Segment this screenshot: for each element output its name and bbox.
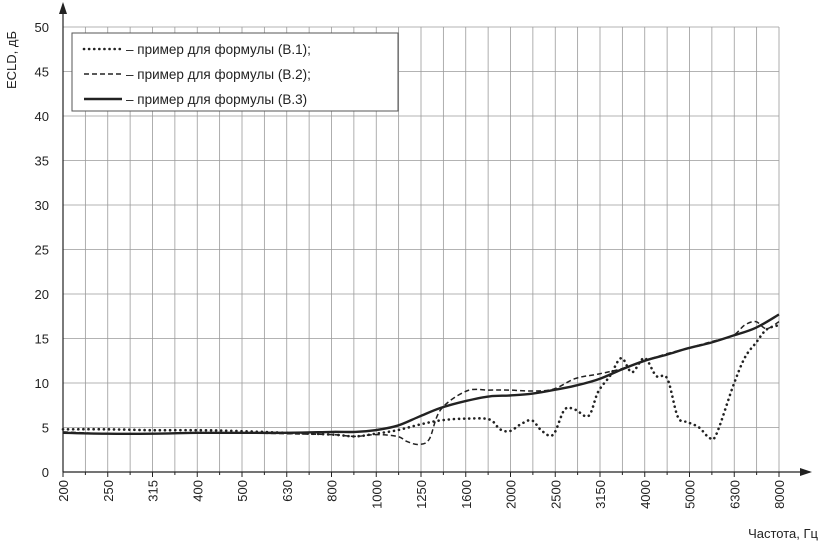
y-tick-label: 15 bbox=[35, 332, 49, 347]
y-tick-label: 0 bbox=[42, 465, 49, 480]
y-tick-label: 35 bbox=[35, 154, 49, 169]
y-tick-label: 10 bbox=[35, 376, 49, 391]
x-tick-label: 2500 bbox=[548, 480, 563, 509]
y-tick-label: 5 bbox=[42, 421, 49, 436]
x-tick-label: 500 bbox=[235, 480, 250, 502]
series-line-dotted bbox=[61, 323, 781, 441]
y-tick-label: 25 bbox=[35, 243, 49, 258]
series-lines bbox=[61, 313, 781, 446]
x-tick-label: 1250 bbox=[414, 480, 429, 509]
legend-label-b1: – пример для формулы (В.1); bbox=[126, 42, 311, 57]
x-tick-label: 630 bbox=[280, 480, 295, 502]
y-tick-label: 20 bbox=[35, 287, 49, 302]
y-axis-arrow bbox=[59, 2, 67, 14]
x-tick-label: 5000 bbox=[683, 480, 698, 509]
y-tick-labels: 0 5 10 15 20 25 30 35 40 45 50 bbox=[35, 20, 49, 480]
x-tick-label: 250 bbox=[101, 480, 116, 502]
axes bbox=[59, 2, 812, 477]
x-tick-label: 2000 bbox=[504, 480, 519, 509]
x-tick-label: 315 bbox=[146, 480, 161, 502]
y-tick-label: 45 bbox=[35, 65, 49, 80]
y-tick-label: 40 bbox=[35, 109, 49, 124]
x-tick-label: 4000 bbox=[638, 480, 653, 509]
x-tick-label: 400 bbox=[190, 480, 205, 502]
legend-label-b3: – пример для формулы (В.3) bbox=[126, 92, 307, 107]
series-line-dashed bbox=[62, 320, 780, 446]
legend-box bbox=[71, 32, 399, 112]
series-line-solid bbox=[62, 313, 780, 436]
x-tick-label: 1600 bbox=[459, 480, 474, 509]
legend-label-b2: – пример для формулы (В.2); bbox=[126, 67, 311, 82]
x-tick-label: 1000 bbox=[369, 480, 384, 509]
x-axis-label: Частота, Гц bbox=[748, 526, 818, 541]
x-tick-label: 800 bbox=[325, 480, 340, 502]
x-tick-label: 6300 bbox=[727, 480, 742, 509]
y-axis-label: ECLD, дБ bbox=[4, 31, 19, 89]
legend: – пример для формулы (В.1); – пример для… bbox=[71, 32, 399, 112]
x-tick-label: 200 bbox=[56, 480, 71, 502]
x-tick-label: 8000 bbox=[772, 480, 787, 509]
x-tick-label: 3150 bbox=[593, 480, 608, 509]
y-tick-label: 30 bbox=[35, 198, 49, 213]
y-tick-label: 50 bbox=[35, 20, 49, 35]
x-tick-labels: 200 250 315 400 500 630 800 1000 1250 1600 2000 250… bbox=[56, 480, 787, 509]
x-axis-arrow bbox=[800, 468, 812, 476]
